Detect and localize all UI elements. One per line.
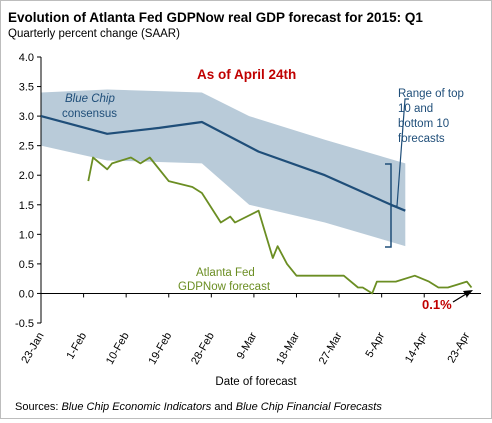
x-tick-label: 28-Feb <box>189 331 217 367</box>
x-tick-label: 1-Feb <box>64 331 89 362</box>
range-callout: Range of top 10 and bottom 10 forecasts <box>385 88 464 248</box>
y-tick-label: 2.0 <box>19 170 34 182</box>
x-tick-label: 18-Mar <box>274 330 302 366</box>
y-tick-label: 1.5 <box>19 200 34 212</box>
x-tick-label: 27-Mar <box>317 330 345 366</box>
range-label-line4: forecasts <box>398 133 445 145</box>
blue-chip-consensus-line <box>40 115 406 212</box>
y-tick-label: 0.0 <box>19 288 34 300</box>
as-of-label: As of April 24th <box>197 67 296 82</box>
blue-chip-label-line2: consensus <box>62 108 117 120</box>
x-tick-label: 19-Feb <box>147 331 175 367</box>
x-tick-label: 14-Apr <box>403 330 430 365</box>
sources-line: Sources: Blue Chip Economic Indicators a… <box>15 401 382 413</box>
y-tick-label: -0.5 <box>15 318 34 330</box>
chart-title: Evolution of Atlanta Fed GDPNow real GDP… <box>8 10 423 25</box>
gdpnow-label-line1: Atlanta Fed <box>196 267 255 279</box>
latest-value-label: 0.1% <box>422 297 452 312</box>
gdpnow-forecast-line <box>87 156 473 295</box>
x-tick-label: 23-Apr <box>445 330 472 365</box>
x-tick-label: 5-Apr <box>363 330 387 360</box>
range-leader-line <box>391 98 409 207</box>
x-tick-label: 10-Feb <box>104 331 132 367</box>
y-tick-label: 4.0 <box>19 52 34 64</box>
x-tick-label: 9-Mar <box>235 330 260 361</box>
latest-value-arrowhead <box>463 290 473 297</box>
y-tick-label: 3.0 <box>19 111 34 123</box>
gdpnow-label-line2: GDPNow forecast <box>178 281 271 293</box>
y-tick-label: 2.5 <box>19 141 34 153</box>
chart-subtitle: Quarterly percent change (SAAR) <box>8 28 180 40</box>
y-tick-label: 0.5 <box>19 259 34 271</box>
blue-chip-label-line1: Blue Chip <box>65 93 115 105</box>
range-label-line1: Range of top <box>398 88 464 100</box>
y-tick-label: 1.0 <box>19 229 34 241</box>
x-tick-label: 23-Jan <box>19 331 46 366</box>
forecast-range-band <box>41 89 406 247</box>
range-label-line2: 10 and <box>398 103 433 115</box>
y-tick-label: 3.5 <box>19 82 34 94</box>
range-label-line3: bottom 10 <box>398 118 449 130</box>
x-axis-label: Date of forecast <box>215 376 297 388</box>
